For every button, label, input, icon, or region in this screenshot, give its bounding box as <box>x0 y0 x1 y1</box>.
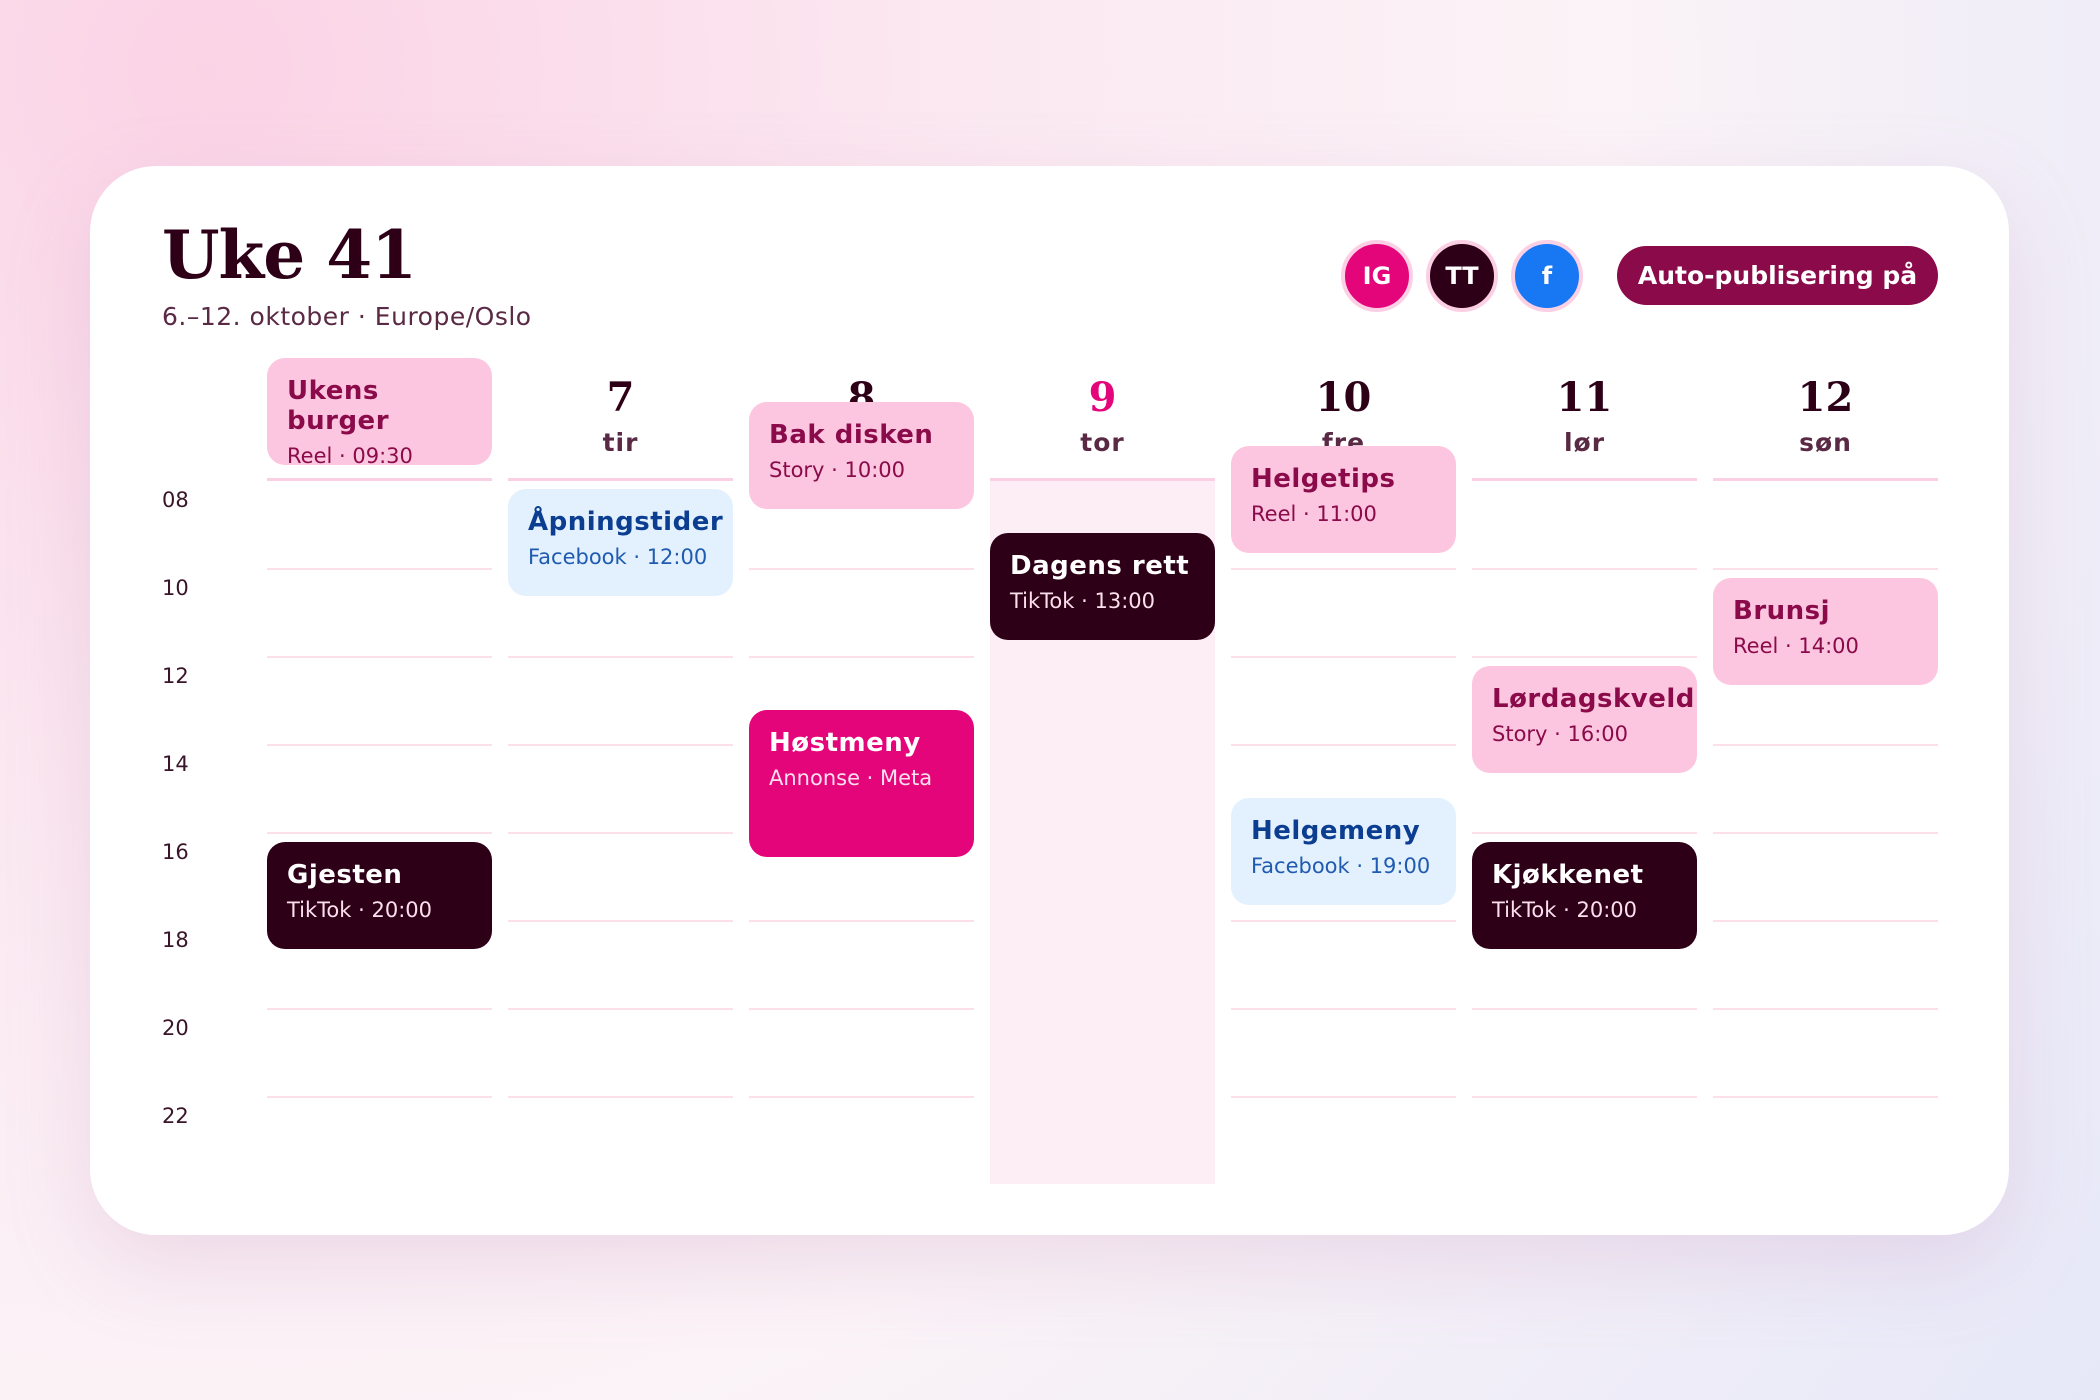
event-meta: Facebook · 19:00 <box>1251 854 1431 878</box>
event-card[interactable]: Dagens rett TikTok · 13:00 <box>990 533 1215 640</box>
event-meta: Story · 10:00 <box>769 458 906 482</box>
event-card[interactable]: Kjøkkenet TikTok · 20:00 <box>1472 842 1697 949</box>
hour-label: 22 <box>162 1104 189 1128</box>
grid-line <box>508 1096 733 1098</box>
calendar-card: Uke 41 6.–12. oktober · Europe/Oslo Auto… <box>90 166 2009 1235</box>
hour-label: 08 <box>162 488 189 512</box>
event-title: Kjøkkenet <box>1492 860 1644 890</box>
event-meta: TikTok · 20:00 <box>287 898 432 922</box>
grid-line <box>1713 568 1938 570</box>
grid-line <box>1231 920 1456 922</box>
grid-line <box>1231 568 1456 570</box>
grid-line <box>1472 1008 1697 1010</box>
event-title: Ukens burger <box>287 376 390 436</box>
grid-line <box>1472 568 1697 570</box>
event-title: Helgetips <box>1251 464 1396 494</box>
event-title: Helgemeny <box>1251 816 1421 846</box>
event-meta: Facebook · 12:00 <box>528 545 708 569</box>
channel-icon[interactable]: TT <box>1426 240 1498 312</box>
grid-line <box>1713 744 1938 746</box>
grid-line <box>267 568 492 570</box>
grid-line <box>1713 1008 1938 1010</box>
day-number: 11 <box>1556 374 1613 421</box>
hour-label: 10 <box>162 576 189 600</box>
event-title: Dagens rett <box>1010 551 1190 581</box>
event-card[interactable]: Helgemeny Facebook · 19:00 <box>1231 798 1456 905</box>
event-meta: Reel · 14:00 <box>1733 634 1859 658</box>
day-number: 10 <box>1315 374 1372 421</box>
hour-label: 20 <box>162 1016 189 1040</box>
event-card[interactable]: Gjesten TikTok · 20:00 <box>267 842 492 949</box>
grid-line <box>1472 656 1697 658</box>
day-name: søn <box>1799 428 1852 457</box>
grid-line <box>1713 832 1938 834</box>
hour-label: 16 <box>162 840 189 864</box>
grid-line <box>508 656 733 658</box>
grid-line <box>267 656 492 658</box>
grid-line <box>1472 832 1697 834</box>
grid-line <box>1472 1096 1697 1098</box>
auto-publish-button[interactable]: Auto-publisering på <box>1617 246 1938 305</box>
grid-line <box>749 656 974 658</box>
event-meta: TikTok · 13:00 <box>1010 589 1155 613</box>
day-number: 9 <box>1088 374 1117 421</box>
grid-line <box>749 1096 974 1098</box>
event-title: Høstmeny <box>769 728 921 758</box>
grid-line <box>508 832 733 834</box>
grid-line <box>1713 920 1938 922</box>
channel-icon[interactable]: IG <box>1341 240 1413 312</box>
week-title: Uke 41 <box>162 216 417 294</box>
grid-line <box>267 1096 492 1098</box>
event-card[interactable]: Helgetips Reel · 11:00 <box>1231 446 1456 553</box>
header-line <box>508 478 733 481</box>
grid-line <box>1231 1008 1456 1010</box>
grid-line <box>749 568 974 570</box>
hour-label: 18 <box>162 928 189 952</box>
event-card[interactable]: Ukens burger Reel · 09:30 <box>267 358 492 468</box>
day-name: lør <box>1563 428 1606 457</box>
event-meta: Story · 16:00 <box>1492 722 1629 746</box>
event-card[interactable]: Bak disken Story · 10:00 <box>749 402 974 509</box>
event-title: Brunsj <box>1733 596 1831 626</box>
grid-line <box>508 920 733 922</box>
grid-line <box>1231 656 1456 658</box>
channel-icon[interactable]: f <box>1511 240 1583 312</box>
grid-line <box>267 832 492 834</box>
event-meta: Annonse · Meta <box>769 766 933 790</box>
grid-line <box>508 744 733 746</box>
day-name: tir <box>602 428 639 457</box>
event-title: Gjesten <box>287 860 403 890</box>
event-title: Lørdagskveld <box>1492 684 1695 714</box>
grid-line <box>749 1008 974 1010</box>
grid-line <box>267 1008 492 1010</box>
grid-line <box>1231 1096 1456 1098</box>
grid-line <box>749 920 974 922</box>
event-meta: Reel · 11:00 <box>1251 502 1377 526</box>
hour-label: 12 <box>162 664 189 688</box>
header-line <box>1472 478 1697 481</box>
day-number: 12 <box>1797 374 1854 421</box>
grid-line <box>267 744 492 746</box>
header-line <box>990 478 1215 481</box>
day-name: tor <box>1080 428 1125 457</box>
event-card[interactable]: Høstmeny Annonse · Meta <box>749 710 974 857</box>
hour-label: 14 <box>162 752 189 776</box>
event-card[interactable]: Brunsj Reel · 14:00 <box>1713 578 1938 685</box>
event-meta: Reel · 09:30 <box>287 444 413 468</box>
grid-line <box>1231 744 1456 746</box>
event-card[interactable]: Åpningstider Facebook · 12:00 <box>508 489 733 596</box>
event-card[interactable]: Lørdagskveld Story · 16:00 <box>1472 666 1697 773</box>
grid-line <box>1713 1096 1938 1098</box>
event-meta: TikTok · 20:00 <box>1492 898 1637 922</box>
event-title: Åpningstider <box>528 507 724 537</box>
event-title: Bak disken <box>769 420 934 450</box>
header-line <box>267 478 492 481</box>
grid-line <box>508 1008 733 1010</box>
week-subtitle: 6.–12. oktober · Europe/Oslo <box>162 302 532 331</box>
day-number: 7 <box>606 374 635 421</box>
header-line <box>1713 478 1938 481</box>
